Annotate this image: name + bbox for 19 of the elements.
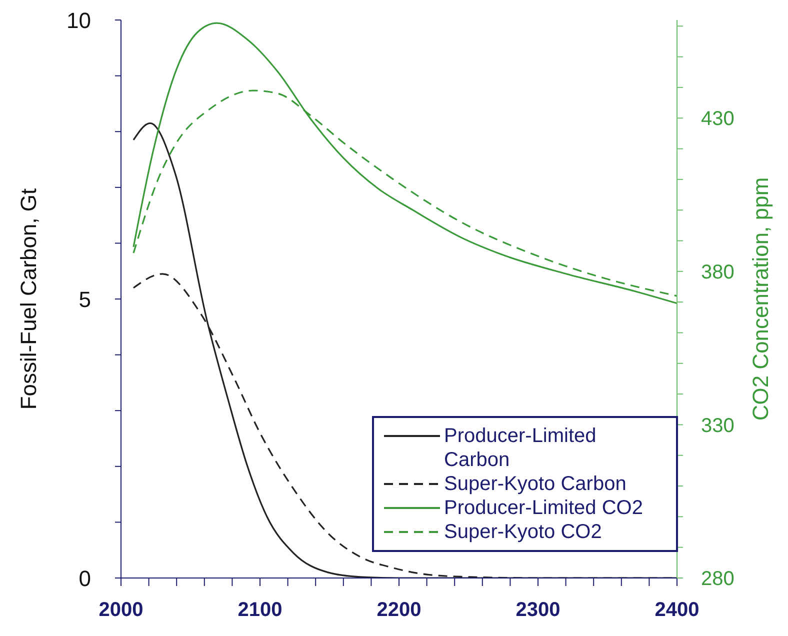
- y2-tick-label: 330: [701, 414, 734, 437]
- y2-axis-title: CO2 Concentration, ppm: [748, 177, 773, 421]
- y-axis-title: Fossil-Fuel Carbon, Gt: [16, 188, 41, 410]
- x-tick-label: 2100: [238, 599, 282, 622]
- x-tick-label: 2000: [98, 599, 144, 622]
- x-tick-label: 2300: [516, 599, 560, 622]
- y2-tick-label: 430: [701, 108, 734, 130]
- y-tick-label: 10: [66, 8, 91, 33]
- y2-tick-label: 380: [701, 262, 734, 284]
- legend-label: Producer-Limited CO2: [444, 496, 644, 520]
- x-tick-label: 2400: [654, 599, 700, 622]
- line-series: [132, 22, 677, 304]
- legend-label: Super-Kyoto CO2: [444, 520, 603, 544]
- legend-label: Super-Kyoto Carbon: [444, 472, 628, 496]
- legend-label: Producer-Limited Carbon: [444, 424, 598, 472]
- y-tick-label: 5: [78, 286, 91, 312]
- x-tick-label: 2200: [376, 599, 422, 622]
- y-tick-label: 0: [78, 566, 91, 591]
- y2-tick-label: 280: [701, 568, 734, 590]
